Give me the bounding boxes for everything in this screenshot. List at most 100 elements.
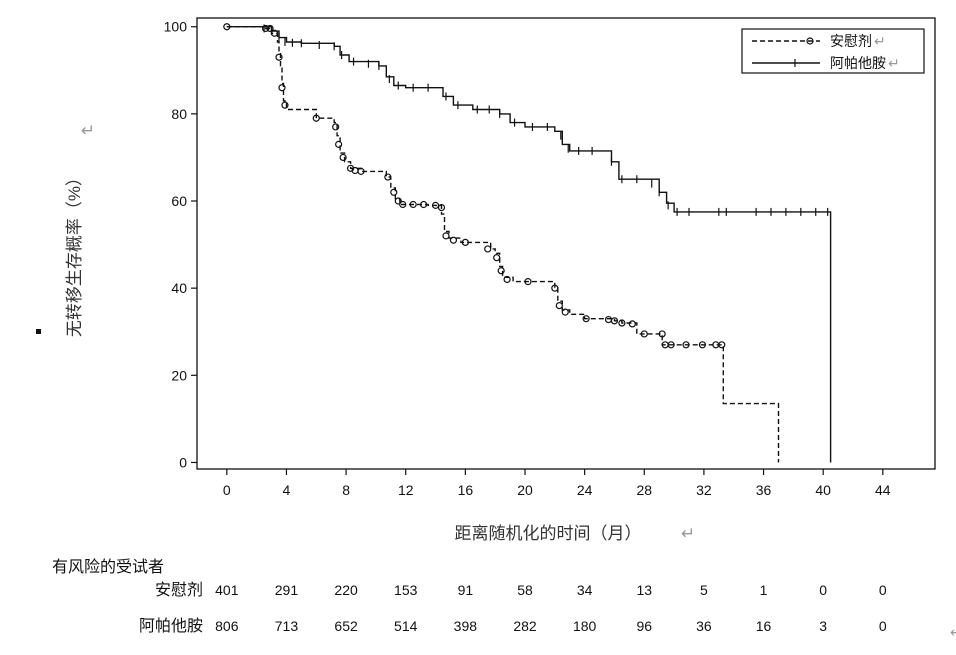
y-tick-label: 80 bbox=[171, 106, 187, 122]
x-tick-label: 40 bbox=[815, 482, 831, 498]
plot-border bbox=[196, 17, 936, 470]
x-tick-label: 8 bbox=[342, 482, 350, 498]
x-tick-label: 24 bbox=[577, 482, 593, 498]
censor-mark bbox=[604, 315, 613, 324]
censor-mark bbox=[640, 330, 648, 338]
legend-entry: 阿帕他胺 ↵ bbox=[752, 55, 900, 71]
censor-mark bbox=[698, 341, 707, 349]
return-mark: ↵ bbox=[874, 33, 886, 49]
risk-row-label: 阿帕他胺 bbox=[139, 617, 203, 635]
risk-count: 0 bbox=[879, 618, 887, 634]
censor-mark bbox=[409, 200, 417, 209]
return-mark: ↵ bbox=[950, 624, 956, 640]
censor-mark bbox=[266, 24, 274, 33]
risk-count: 58 bbox=[517, 582, 533, 598]
censor-mark bbox=[339, 153, 347, 162]
censor-mark bbox=[335, 140, 343, 148]
x-tick-label: 44 bbox=[875, 482, 891, 498]
y-axis-title: 无转移生存概率（%） bbox=[65, 169, 84, 337]
risk-count: 398 bbox=[454, 618, 478, 634]
x-axis: 0 4 8 12 16 20 24 28 32 36 40 44 bbox=[223, 469, 891, 498]
censor-mark bbox=[431, 201, 440, 209]
y-tick-label: 40 bbox=[171, 280, 187, 296]
censor-mark bbox=[658, 330, 666, 338]
risk-row-placebo: 安慰剂 401 291 220 153 91 58 34 13 5 1 0 0 bbox=[155, 581, 887, 599]
censor-mark bbox=[503, 275, 511, 284]
x-tick-label: 28 bbox=[636, 482, 652, 498]
risk-count: 0 bbox=[819, 582, 827, 598]
x-tick-label: 0 bbox=[223, 482, 231, 498]
series-placebo bbox=[223, 23, 780, 463]
y-tick-label: 100 bbox=[164, 19, 188, 35]
legend-entry: 安慰剂 ↵ bbox=[752, 33, 886, 49]
x-tick-label: 4 bbox=[283, 482, 291, 498]
censor-mark bbox=[357, 167, 365, 175]
risk-count: 806 bbox=[215, 618, 239, 634]
risk-count: 91 bbox=[458, 582, 474, 598]
legend-label: 阿帕他胺 bbox=[830, 55, 886, 71]
censor-mark bbox=[390, 188, 398, 196]
censor-mark bbox=[394, 197, 402, 205]
censor-mark bbox=[561, 308, 569, 316]
x-tick-label: 12 bbox=[398, 482, 414, 498]
risk-count: 153 bbox=[394, 582, 418, 598]
risk-count: 652 bbox=[334, 618, 358, 634]
censor-mark bbox=[278, 84, 286, 92]
y-tick-label: 20 bbox=[171, 367, 187, 383]
censor-mark bbox=[281, 101, 289, 109]
legend-label: 安慰剂 bbox=[830, 33, 872, 49]
x-tick-label: 20 bbox=[517, 482, 533, 498]
y-tick-label: 60 bbox=[171, 193, 187, 209]
x-tick-label: 16 bbox=[458, 482, 474, 498]
censor-mark bbox=[524, 278, 532, 286]
risk-row-apalutamide: 阿帕他胺 806 713 652 514 398 282 180 96 36 16 3 0 bbox=[139, 617, 887, 635]
risk-count: 0 bbox=[879, 582, 887, 598]
risk-table-title: 有风险的受试者 bbox=[52, 558, 164, 576]
return-mark: ↵ bbox=[81, 121, 95, 140]
censor-mark bbox=[442, 232, 450, 240]
censor-mark bbox=[682, 341, 690, 349]
risk-count: 514 bbox=[394, 618, 418, 634]
censor-mark bbox=[628, 320, 636, 328]
censor-mark bbox=[420, 200, 428, 209]
censor-mark bbox=[332, 123, 340, 131]
legend-marker bbox=[806, 37, 814, 45]
return-mark: ↵ bbox=[681, 524, 695, 543]
series-layer bbox=[223, 23, 832, 463]
censor-mark bbox=[399, 200, 407, 209]
y-tick-label: 0 bbox=[179, 454, 187, 470]
censor-mark bbox=[555, 301, 563, 310]
bullet-marker bbox=[36, 329, 41, 334]
censor-mark bbox=[618, 319, 626, 327]
risk-count: 291 bbox=[275, 582, 299, 598]
censor-mark bbox=[493, 254, 501, 262]
survival-curve bbox=[226, 26, 832, 463]
risk-count: 220 bbox=[334, 582, 358, 598]
plot-frame bbox=[196, 17, 936, 470]
censor-mark bbox=[275, 53, 283, 61]
risk-count: 13 bbox=[636, 582, 652, 598]
censor-mark bbox=[667, 341, 675, 349]
censor-mark bbox=[551, 284, 559, 292]
censor-mark bbox=[610, 317, 619, 325]
censor-mark bbox=[497, 267, 505, 275]
risk-count: 36 bbox=[696, 618, 712, 634]
return-mark: ↵ bbox=[888, 55, 900, 71]
risk-row-label: 安慰剂 bbox=[155, 581, 203, 599]
censor-mark bbox=[461, 238, 469, 247]
censor-mark bbox=[437, 203, 446, 212]
censor-mark bbox=[484, 245, 492, 253]
x-tick-label: 36 bbox=[756, 482, 772, 498]
legend-box bbox=[741, 28, 925, 74]
censor-mark bbox=[449, 236, 458, 244]
risk-count: 16 bbox=[756, 618, 772, 634]
censor-mark bbox=[384, 173, 392, 181]
risk-count: 713 bbox=[275, 618, 299, 634]
x-axis-title: 距离随机化的时间（月） bbox=[455, 524, 642, 543]
legend: 安慰剂 ↵阿帕他胺 ↵ bbox=[741, 28, 925, 74]
y-axis: 0 20 40 60 80 100 bbox=[164, 19, 197, 470]
risk-count: 282 bbox=[513, 618, 537, 634]
x-tick-label: 32 bbox=[696, 482, 712, 498]
risk-count: 180 bbox=[573, 618, 597, 634]
